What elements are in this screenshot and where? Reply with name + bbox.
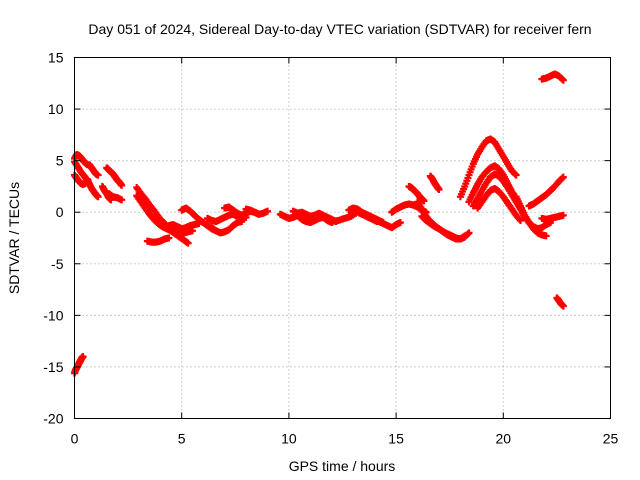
y-axis-label: SDTVAR / TECUs	[6, 182, 22, 294]
x-tick-label: 10	[281, 431, 297, 447]
x-axis-label: GPS time / hours	[289, 458, 396, 474]
data-point	[184, 239, 192, 247]
y-tick-label: 10	[48, 101, 64, 117]
data-point	[118, 181, 126, 189]
x-tick-label: 20	[496, 431, 512, 447]
data-point	[435, 186, 443, 194]
x-tick-label: 0	[71, 431, 79, 447]
y-tick-label: 0	[56, 204, 64, 220]
x-tick-label: 5	[178, 431, 186, 447]
y-tick-label: 15	[48, 50, 64, 66]
data-point	[238, 217, 246, 225]
data-point	[118, 196, 126, 204]
x-tick-label: 15	[388, 431, 404, 447]
data-point	[559, 173, 567, 181]
y-tick-labels: -20 -15 -10 -5 0 5 10 15	[43, 50, 63, 427]
data-point	[94, 171, 102, 179]
y-tick-label: -5	[51, 256, 64, 272]
data-point	[512, 171, 520, 179]
y-tick-label: -10	[43, 307, 63, 323]
axis-ticks	[74, 57, 611, 419]
data-point	[559, 76, 567, 84]
data-point	[461, 232, 469, 240]
data-point	[542, 232, 550, 240]
plot-frame	[74, 57, 611, 419]
data-point	[94, 193, 102, 201]
x-tick-label: 25	[603, 431, 619, 447]
y-tick-label: -15	[43, 359, 63, 375]
y-tick-label: 5	[56, 153, 64, 169]
data-points	[71, 70, 567, 377]
chart-title: Day 051 of 2024, Sidereal Day-to-day VTE…	[88, 21, 591, 37]
y-tick-label: -20	[43, 411, 63, 427]
data-point	[559, 302, 567, 310]
data-point	[516, 216, 524, 224]
x-tick-labels: 0 5 10 15 20 25	[71, 431, 619, 447]
data-point	[396, 219, 404, 227]
data-point	[165, 234, 173, 242]
data-point	[195, 220, 203, 228]
data-point	[420, 197, 428, 205]
data-point	[559, 211, 567, 219]
data-point	[263, 207, 271, 215]
data-point	[465, 229, 473, 237]
grid	[74, 57, 611, 419]
data-point	[79, 353, 87, 361]
